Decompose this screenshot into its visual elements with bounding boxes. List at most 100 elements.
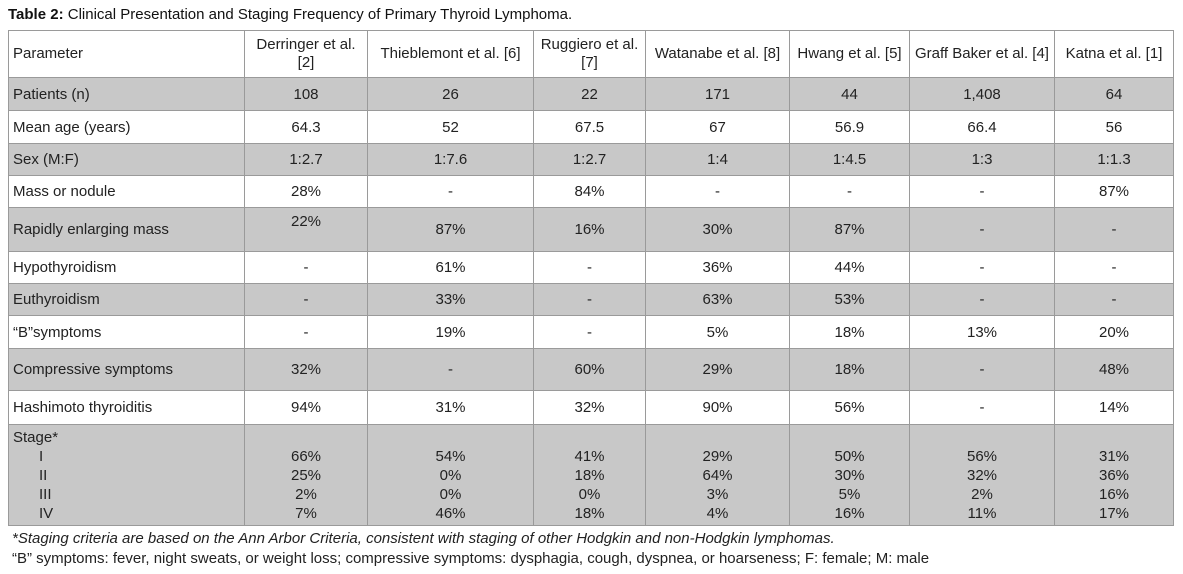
stage-sublabel: I [39,447,44,465]
stage-value: 30% [834,466,865,484]
table-cell: 67.5 [533,110,646,144]
table-cell: 53% [789,283,910,316]
table-cell: 32% [533,390,646,425]
stage-value: 31% [1098,447,1130,465]
footnote-staging: *Staging criteria are based on the Ann A… [12,530,835,547]
table-cell: - [367,348,534,391]
table-cell: 33% [367,283,534,316]
stage-cell: 54% 0% 0% 46% [367,424,534,526]
stage-value: 0% [439,485,462,503]
row-label: Hashimoto thyroiditis [8,390,245,425]
caption-label: Table 2: [8,6,64,23]
stage-value: 11% [967,504,997,522]
stage-sublabel: II [39,466,48,484]
table-cell: 44% [789,251,910,284]
table-cell: - [533,251,646,284]
table-row: Rapidly enlarging mass 22% 87% 16% 30% 87% - - [8,207,1174,252]
stage-cell: 31% 36% 16% 17% [1054,424,1174,526]
table-cell: 87% [789,207,910,252]
table-cell: 108 [244,77,368,111]
table-cell: 61% [367,251,534,284]
stage-value: 17% [1098,504,1130,522]
stage-sublabel: III [39,485,52,503]
table-cell: 1:2.7 [533,143,646,176]
stage-value: 64% [702,466,733,484]
stage-value: 3% [706,485,729,503]
stage-value: 2% [971,485,993,503]
row-label: Mass or nodule [8,175,245,208]
table-cell: 48% [1054,348,1174,391]
stage-cell: 41% 18% 0% 18% [533,424,646,526]
table-row: Sex (M:F) 1:2.7 1:7.6 1:2.7 1:4 1:4.5 1:3 1:1.3 [8,143,1174,176]
row-label: Compressive symptoms [8,348,245,391]
table-cell: - [533,283,646,316]
stage-value: 66% [290,447,322,465]
column-header: Derringer et al. [2] [244,30,368,78]
table-cell: 1:7.6 [367,143,534,176]
table-cell: - [645,175,790,208]
table-cell: 64 [1054,77,1174,111]
stage-cell: 29% 64% 3% 4% [645,424,790,526]
table-cell: 22 [533,77,646,111]
header-row: Parameter Derringer et al. [2] Thieblemo… [8,30,1174,78]
stage-value: 18% [574,504,605,522]
table-cell: 84% [533,175,646,208]
column-header: Parameter [8,30,245,78]
stage-value: 36% [1098,466,1130,484]
table-cell: 18% [789,348,910,391]
row-label: Sex (M:F) [8,143,245,176]
row-label: Hypothyroidism [8,251,245,284]
table-row: Hashimoto thyroiditis 94% 31% 32% 90% 56% -14% [8,390,1174,425]
table-cell: 13% [909,315,1055,349]
table-cell: 26 [367,77,534,111]
table-cell: 66.4 [909,110,1055,144]
stage-value: 5% [838,485,861,503]
stage-value: 41% [574,447,605,465]
table-cell: 171 [645,77,790,111]
column-header: Hwang et al. [5] [789,30,910,78]
table-cell: 90% [645,390,790,425]
table-cell: - [909,348,1055,391]
table-cell: 1:3 [909,143,1055,176]
table-row: Euthyroidism -33% -63% 53% - - [8,283,1174,316]
table-cell: - [533,315,646,349]
table-cell: 1:2.7 [244,143,368,176]
row-label: “B”symptoms [8,315,245,349]
table-cell: 1:1.3 [1054,143,1174,176]
table-cell: 22% [244,207,368,252]
stage-value: 25% [290,466,322,484]
row-label: Euthyroidism [8,283,245,316]
stage-cell: 50% 30% 5% 16% [789,424,910,526]
stage-value: 46% [435,504,466,522]
stage-cell: 66% 25% 2% 7% [244,424,368,526]
stage-value: 2% [295,485,317,503]
table-cell: 94% [244,390,368,425]
table-cell: 63% [645,283,790,316]
table-cell: - [909,175,1055,208]
table-cell: 87% [1054,175,1174,208]
table-cell: 30% [645,207,790,252]
column-header: Katna et al. [1] [1054,30,1174,78]
stage-value: 32% [966,466,998,484]
table-row: Patients (n) 108 26 22 171 44 1,408 64 [8,77,1174,111]
stage-value: 16% [834,504,865,522]
table-row: Mass or nodule 28% -84% - - -87% [8,175,1174,208]
table-cell: - [244,283,368,316]
table-cell: 28% [244,175,368,208]
table-cell: - [789,175,910,208]
table-cell: 20% [1054,315,1174,349]
table-row: Hypothyroidism -61% -36% 44% - - [8,251,1174,284]
row-label: Rapidly enlarging mass [8,207,245,252]
table-cell: 56% [789,390,910,425]
table-cell: - [367,175,534,208]
stage-value: 56% [966,447,998,465]
footnote-abbreviations: “B” symptoms: fever, night sweats, or we… [12,550,930,567]
table-cell: - [909,283,1055,316]
stage-value: 16% [1098,485,1130,503]
stage-cell: 56% 32% 2% 11% [909,424,1055,526]
table-row: Compressive symptoms 32% -60% 29% 18% -48% [8,348,1174,391]
row-label: Mean age (years) [8,110,245,144]
stage-value: 29% [702,447,733,465]
column-header: Thieblemont et al. [6] [367,30,534,78]
table-cell: 60% [533,348,646,391]
